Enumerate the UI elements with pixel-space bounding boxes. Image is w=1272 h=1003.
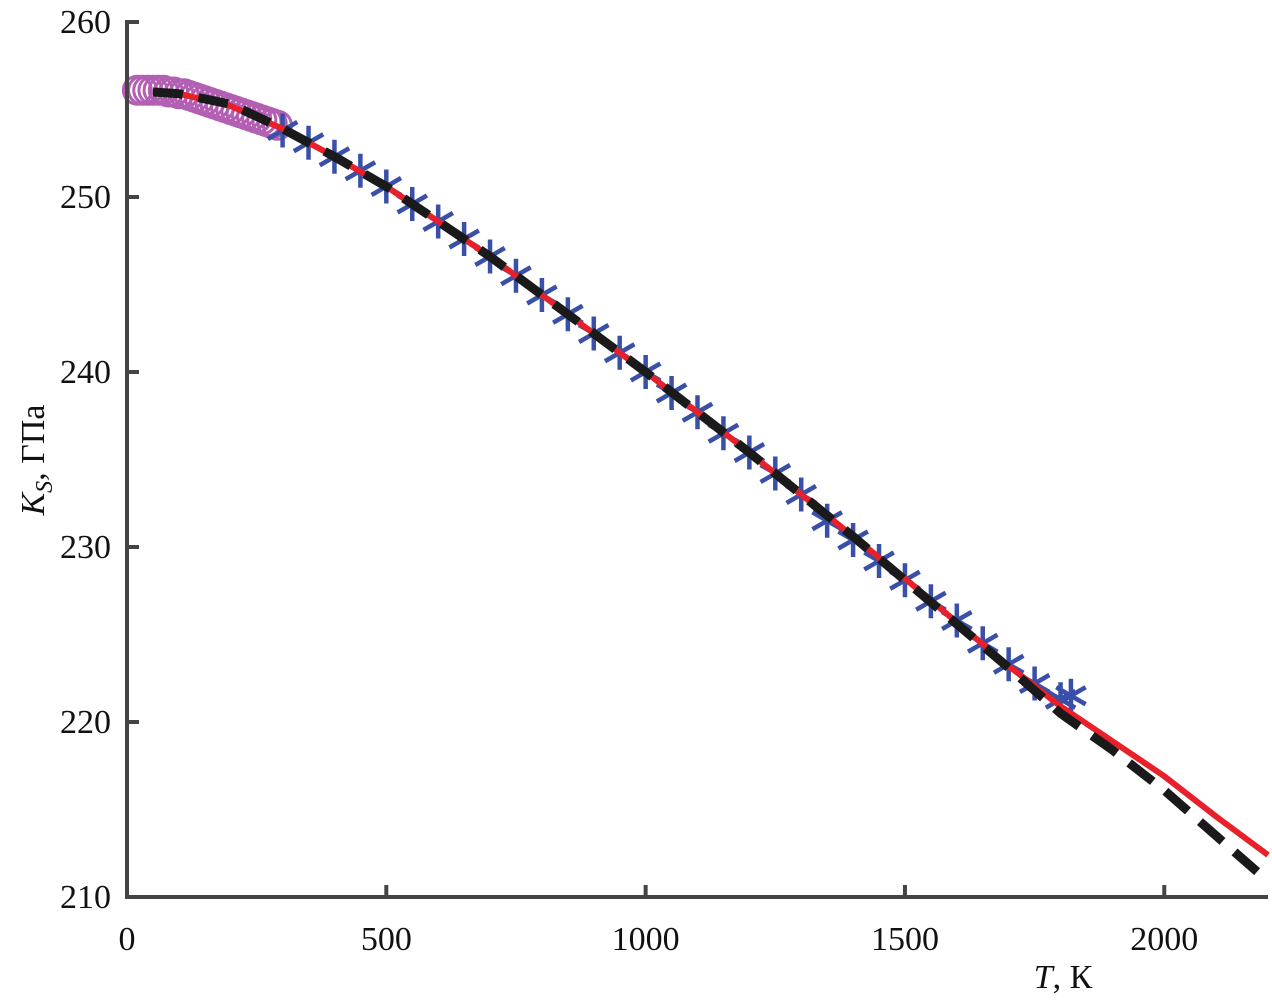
x-tick-label: 2000 — [1130, 921, 1198, 958]
x-label-symbol: T — [1034, 959, 1055, 996]
solid-line — [152, 89, 1270, 858]
y-label-symbol: K — [15, 491, 52, 517]
x-axis-label: T, К — [1034, 959, 1093, 996]
x-tick-label: 1000 — [612, 921, 680, 958]
plot-area — [121, 74, 1271, 885]
y-tick-label: 240 — [60, 354, 111, 391]
y-tick-label: 220 — [60, 704, 111, 741]
y-tick-label: 250 — [60, 179, 111, 216]
x-label-unit: , К — [1053, 959, 1093, 996]
y-label-subscript: S — [32, 481, 58, 493]
y-axis-label: KS, ГПа — [15, 405, 58, 517]
y-tick-label: 210 — [60, 879, 111, 916]
y-tick-label: 260 — [60, 4, 111, 41]
y-label-unit: , ГПа — [15, 405, 52, 481]
x-tick-label: 0 — [119, 921, 136, 958]
y-tick-label: 230 — [60, 529, 111, 566]
asterisk-marker — [1055, 678, 1087, 713]
dashed-line — [152, 87, 1271, 885]
x-tick-label: 1500 — [871, 921, 939, 958]
x-tick-label: 500 — [361, 921, 412, 958]
asterisk-arm — [1055, 685, 1087, 707]
